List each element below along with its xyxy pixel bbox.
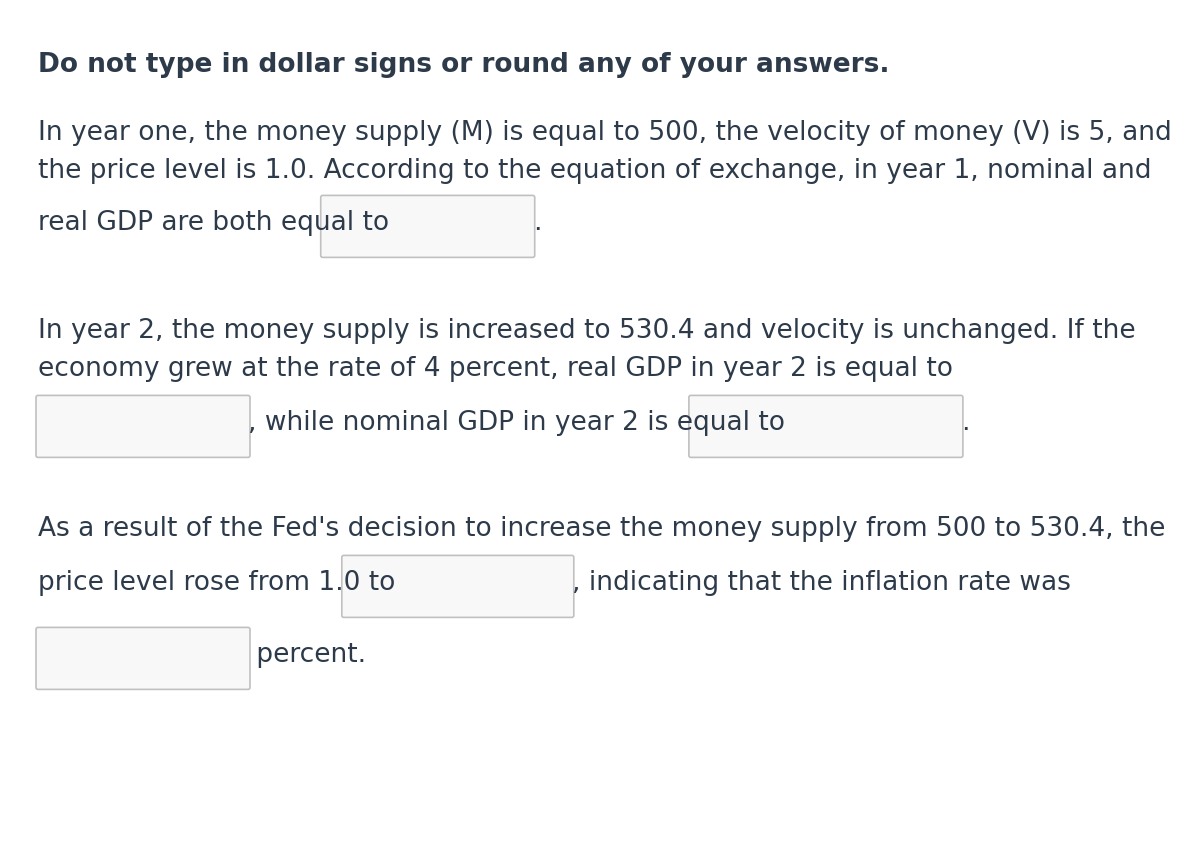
Text: real GDP are both equal to: real GDP are both equal to — [38, 210, 397, 235]
Text: In year 2, the money supply is increased to 530.4 and velocity is unchanged. If : In year 2, the money supply is increased… — [38, 317, 1135, 344]
FancyBboxPatch shape — [342, 556, 574, 618]
Text: economy grew at the rate of 4 percent, real GDP in year 2 is equal to: economy grew at the rate of 4 percent, r… — [38, 356, 953, 381]
Text: the price level is 1.0. According to the equation of exchange, in year 1, nomina: the price level is 1.0. According to the… — [38, 158, 1152, 183]
FancyBboxPatch shape — [320, 196, 535, 258]
Text: , indicating that the inflation rate was: , indicating that the inflation rate was — [572, 569, 1070, 595]
Text: As a result of the Fed's decision to increase the money supply from 500 to 530.4: As a result of the Fed's decision to inc… — [38, 515, 1165, 542]
Text: percent.: percent. — [248, 641, 366, 667]
FancyBboxPatch shape — [689, 396, 962, 458]
Text: In year one, the money supply (M) is equal to 500, the velocity of money (V) is : In year one, the money supply (M) is equ… — [38, 120, 1171, 146]
FancyBboxPatch shape — [36, 396, 250, 458]
Text: .: . — [533, 210, 541, 235]
Text: .: . — [961, 409, 970, 436]
Text: Do not type in dollar signs or round any of your answers.: Do not type in dollar signs or round any… — [38, 52, 889, 78]
Text: , while nominal GDP in year 2 is equal to: , while nominal GDP in year 2 is equal t… — [248, 409, 793, 436]
FancyBboxPatch shape — [36, 628, 250, 689]
Text: price level rose from 1.0 to: price level rose from 1.0 to — [38, 569, 403, 595]
